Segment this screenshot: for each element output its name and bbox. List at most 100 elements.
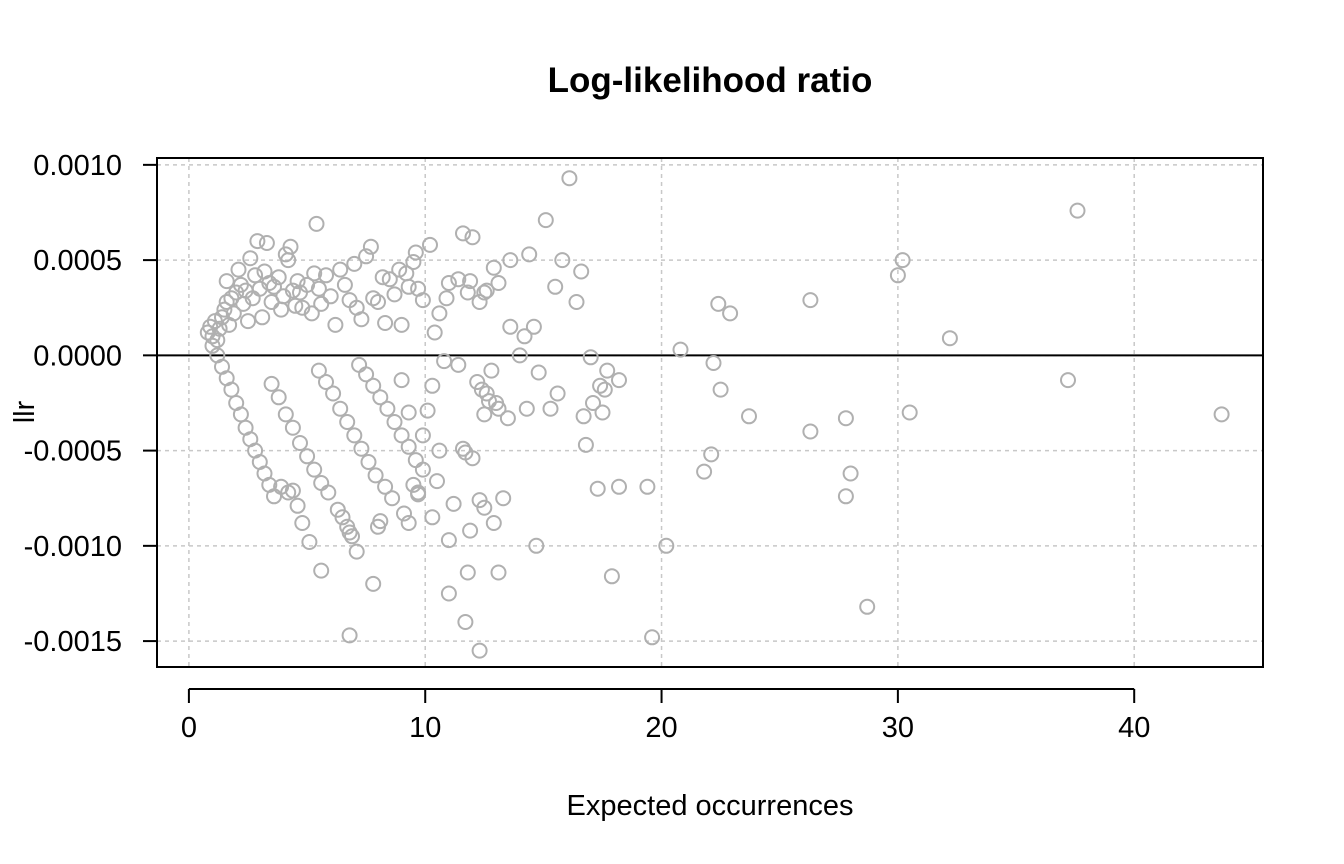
data-point — [313, 295, 330, 312]
data-point — [320, 484, 337, 501]
data-point — [1060, 372, 1076, 389]
data-point — [270, 389, 287, 406]
data-point — [464, 229, 481, 246]
data-point — [431, 305, 448, 322]
data-point — [837, 488, 854, 505]
data-point — [594, 404, 611, 421]
data-point — [407, 244, 424, 261]
y-tick-label: 0.0005 — [33, 245, 122, 277]
data-point — [471, 642, 488, 659]
data-point — [358, 366, 375, 383]
data-point — [554, 252, 571, 269]
x-tick-label: 40 — [1118, 712, 1150, 744]
data-point — [611, 372, 627, 389]
data-point — [341, 524, 358, 541]
data-point — [277, 406, 294, 423]
data-point — [365, 290, 382, 307]
data-point — [360, 454, 377, 470]
data-point — [440, 275, 457, 291]
data-point — [377, 478, 394, 495]
data-point — [325, 385, 342, 402]
data-point — [367, 467, 384, 484]
data-point — [225, 305, 242, 322]
data-point — [490, 400, 507, 417]
data-point — [379, 400, 396, 417]
data-point — [372, 513, 389, 530]
data-point — [889, 267, 906, 284]
data-point — [837, 410, 854, 427]
data-point — [712, 381, 729, 398]
data-point — [703, 446, 720, 463]
x-axis-label: Expected occurrences — [567, 790, 854, 822]
data-point — [414, 292, 431, 309]
data-point — [455, 225, 471, 242]
data-point — [339, 414, 356, 430]
data-point — [547, 278, 564, 295]
data-point — [396, 505, 412, 522]
data-point — [516, 328, 533, 345]
y-axis: -0.0015 -0.0010 -0.0005 0.0000 0.0005 0.0010 — [24, 150, 158, 658]
data-point — [289, 273, 306, 290]
data-point — [289, 497, 306, 514]
data-point — [362, 238, 379, 255]
data-point — [351, 356, 368, 373]
data-point — [348, 543, 365, 560]
data-point — [499, 410, 516, 427]
data-point — [561, 170, 578, 187]
data-point — [230, 261, 247, 278]
data-point — [485, 515, 502, 531]
data-point — [419, 402, 436, 419]
data-point — [294, 515, 311, 531]
x-axis: 0 10 20 30 40 — [181, 688, 1150, 744]
data-point — [216, 301, 233, 318]
data-point — [440, 532, 457, 549]
data-point — [901, 404, 918, 421]
data-point — [596, 381, 613, 398]
data-point — [511, 347, 528, 364]
data-point — [530, 364, 547, 381]
data-point — [299, 448, 316, 465]
data-point — [346, 255, 363, 272]
grid-lines — [157, 158, 1263, 667]
data-point — [476, 406, 493, 423]
data-point — [284, 419, 301, 436]
data-point — [483, 362, 500, 379]
data-point — [464, 450, 481, 467]
data-point — [204, 337, 221, 354]
data-point — [473, 381, 490, 398]
data-point — [400, 438, 417, 455]
y-tick-label: -0.0010 — [24, 531, 122, 563]
data-point — [353, 440, 370, 457]
data-point — [502, 252, 519, 269]
data-point — [568, 294, 585, 310]
data-point — [414, 427, 431, 444]
data-point — [358, 248, 375, 265]
data-points — [199, 170, 1230, 659]
data-point — [303, 305, 320, 322]
y-tick-label: 0.0010 — [33, 150, 122, 182]
data-point — [346, 427, 363, 444]
data-point — [478, 282, 495, 299]
data-point — [722, 305, 739, 322]
data-point — [365, 377, 382, 394]
data-point — [549, 385, 566, 402]
data-point — [894, 252, 911, 269]
data-point — [1069, 202, 1086, 219]
data-point — [518, 400, 535, 417]
data-point — [422, 236, 438, 253]
x-tick-label: 30 — [882, 712, 914, 744]
data-point — [802, 423, 819, 440]
data-point — [424, 377, 441, 394]
data-point — [273, 301, 290, 318]
data-point — [462, 522, 479, 539]
data-point — [372, 389, 389, 406]
data-point — [301, 534, 318, 550]
x-tick-label: 0 — [181, 712, 197, 744]
data-point — [353, 311, 370, 328]
data-point — [393, 427, 410, 444]
data-point — [232, 406, 249, 423]
data-point — [370, 294, 386, 310]
data-point — [476, 284, 493, 301]
y-axis-label: llr — [9, 400, 41, 423]
data-point — [318, 267, 334, 284]
